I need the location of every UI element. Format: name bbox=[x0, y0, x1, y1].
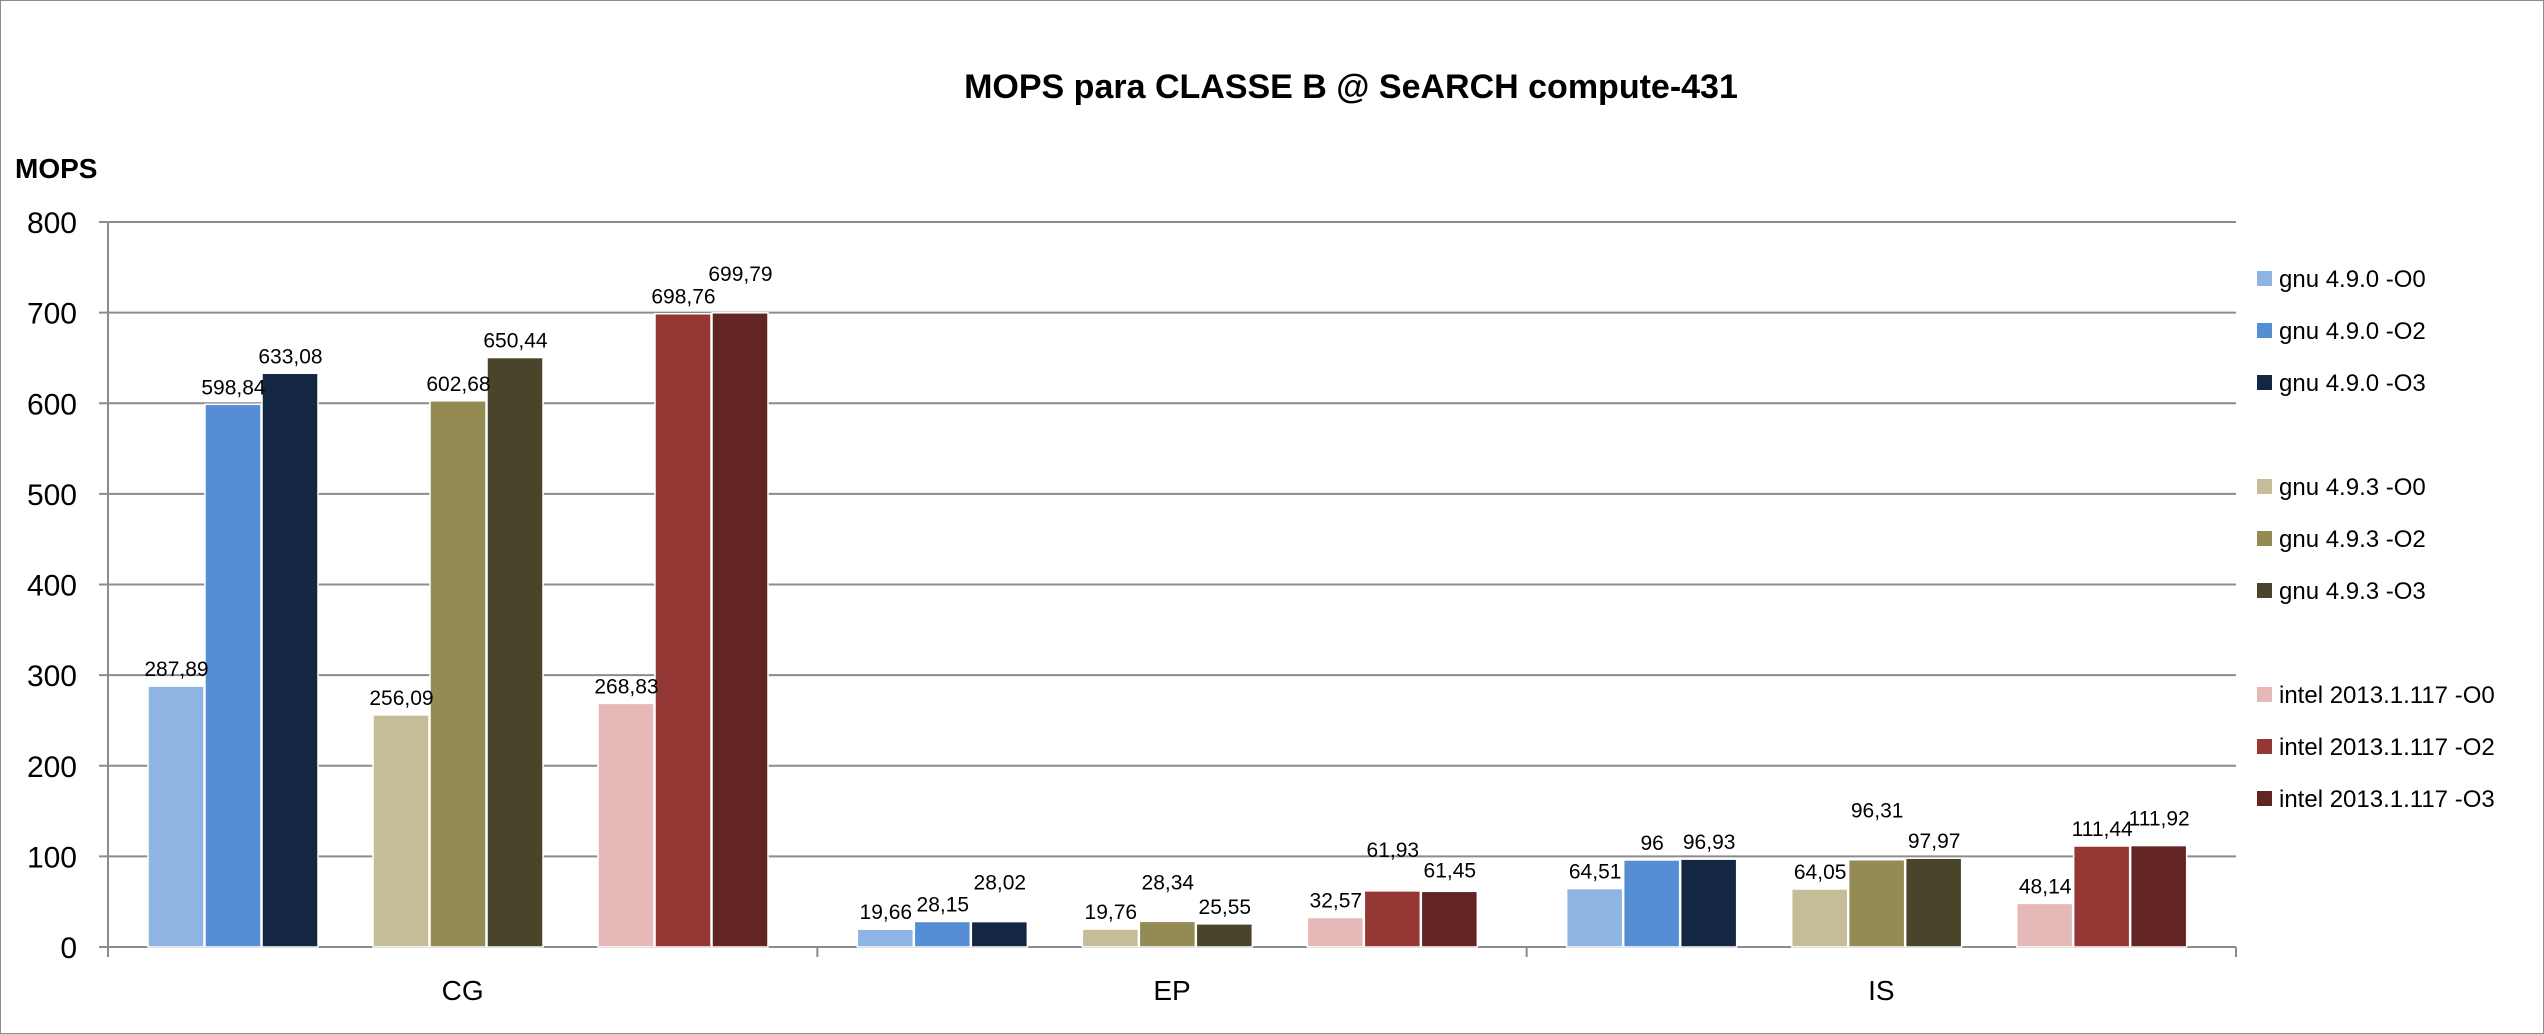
data-label: 61,45 bbox=[1424, 859, 1477, 882]
legend-label: gnu 4.9.3 -O0 bbox=[2279, 474, 2426, 501]
bars bbox=[147, 312, 2188, 948]
data-label: 268,83 bbox=[594, 675, 658, 698]
bar bbox=[1790, 888, 1849, 948]
data-label: 256,09 bbox=[369, 687, 433, 710]
data-label: 19,66 bbox=[860, 901, 913, 924]
legend-label: intel 2013.1.117 -O3 bbox=[2279, 786, 2495, 813]
data-label: 28,34 bbox=[1142, 871, 1195, 894]
data-label: 698,76 bbox=[651, 286, 715, 309]
bar bbox=[970, 920, 1029, 948]
bar bbox=[711, 312, 769, 948]
legend-label: gnu 4.9.0 -O3 bbox=[2279, 370, 2426, 397]
legend-swatch bbox=[2257, 479, 2272, 494]
data-label: 111,44 bbox=[2072, 818, 2133, 841]
bar bbox=[856, 928, 915, 948]
legend-label: gnu 4.9.3 -O2 bbox=[2279, 526, 2426, 553]
bar bbox=[2072, 845, 2131, 948]
data-label: 598,84 bbox=[201, 376, 266, 399]
data-label: 96,31 bbox=[1851, 800, 1904, 823]
legend-swatch bbox=[2257, 531, 2272, 546]
bar bbox=[1306, 916, 1365, 948]
chart-title: MOPS para CLASSE B @ SeARCH compute-431 bbox=[964, 68, 1738, 106]
y-tick-label: 700 bbox=[27, 298, 77, 331]
bar bbox=[429, 400, 487, 948]
category-label: IS bbox=[1868, 975, 1894, 1006]
bar bbox=[1622, 859, 1681, 948]
legend-label: intel 2013.1.117 -O2 bbox=[2279, 734, 2495, 761]
data-label: 111,92 bbox=[2129, 808, 2190, 831]
bar bbox=[204, 403, 262, 948]
bar bbox=[597, 702, 655, 948]
y-tick-label: 500 bbox=[27, 479, 77, 512]
bar bbox=[1565, 887, 1624, 948]
y-tick-label: 0 bbox=[60, 932, 77, 965]
legend-swatch bbox=[2257, 375, 2272, 390]
data-label: 633,08 bbox=[258, 345, 322, 368]
bar bbox=[486, 356, 544, 948]
data-label: 97,97 bbox=[1908, 830, 1961, 853]
y-tick-label: 300 bbox=[27, 660, 77, 693]
legend-swatch bbox=[2257, 271, 2272, 286]
data-label: 699,79 bbox=[708, 263, 772, 286]
data-label: 64,51 bbox=[1569, 861, 1622, 884]
bar bbox=[2015, 902, 2074, 948]
y-tick-label: 100 bbox=[27, 841, 77, 874]
legend-swatch bbox=[2257, 791, 2272, 806]
legend-label: intel 2013.1.117 -O0 bbox=[2279, 682, 2495, 709]
bar bbox=[1847, 858, 1906, 948]
data-label: 25,55 bbox=[1199, 896, 1252, 919]
category-label: EP bbox=[1153, 975, 1190, 1006]
legend-swatch bbox=[2257, 739, 2272, 754]
legend: gnu 4.9.0 -O0 gnu 4.9.0 -O2 gnu 4.9.0 -O3 g… bbox=[2257, 266, 2495, 813]
bar bbox=[1363, 890, 1422, 948]
legend-swatch bbox=[2257, 583, 2272, 598]
data-label: 96 bbox=[1640, 832, 1663, 855]
bar bbox=[1138, 920, 1197, 948]
bar bbox=[1081, 928, 1140, 948]
legend-label: gnu 4.9.0 -O2 bbox=[2279, 318, 2426, 345]
data-label: 287,89 bbox=[144, 658, 208, 681]
y-tick-label: 200 bbox=[27, 751, 77, 784]
data-label: 650,44 bbox=[483, 330, 548, 353]
data-label: 48,14 bbox=[2019, 875, 2072, 898]
data-label: 32,57 bbox=[1310, 889, 1363, 912]
category-label: CG bbox=[442, 975, 484, 1006]
data-labels: 287,89 598,84 633,08 256,09 602,68 650,44 268,… bbox=[144, 263, 2189, 924]
legend-label: gnu 4.9.3 -O3 bbox=[2279, 578, 2426, 605]
bar bbox=[1904, 857, 1963, 948]
legend-label: gnu 4.9.0 -O0 bbox=[2279, 266, 2426, 293]
bar bbox=[2129, 844, 2188, 948]
bar bbox=[654, 312, 712, 948]
data-label: 602,68 bbox=[426, 373, 490, 396]
legend-swatch bbox=[2257, 323, 2272, 338]
y-tick-label: 600 bbox=[27, 388, 77, 421]
bar bbox=[1420, 890, 1479, 948]
y-tick-label: 400 bbox=[27, 570, 77, 603]
bar bbox=[1679, 858, 1738, 948]
bar bbox=[913, 920, 972, 948]
data-label: 28,02 bbox=[974, 872, 1027, 895]
data-label: 61,93 bbox=[1367, 839, 1420, 862]
data-label: 64,05 bbox=[1794, 861, 1847, 884]
bar bbox=[261, 372, 319, 948]
data-label: 28,15 bbox=[917, 893, 970, 916]
y-axis-label: MOPS bbox=[15, 153, 97, 184]
data-label: 19,76 bbox=[1085, 901, 1138, 924]
bar bbox=[1195, 923, 1254, 948]
bar bbox=[372, 714, 430, 948]
data-label: 96,93 bbox=[1683, 831, 1736, 854]
legend-swatch bbox=[2257, 687, 2272, 702]
bar bbox=[147, 685, 205, 948]
y-tick-label: 800 bbox=[27, 207, 77, 240]
